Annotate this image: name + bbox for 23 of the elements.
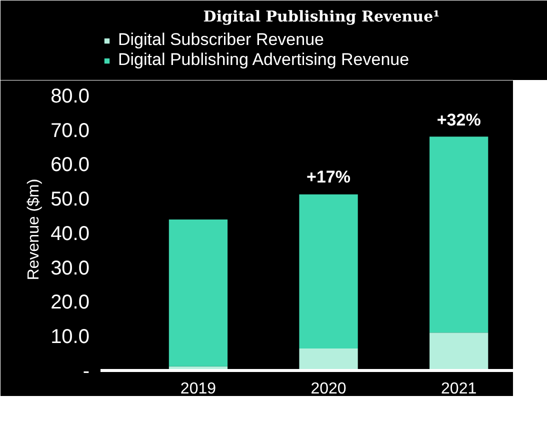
chart-title: Digital Publishing Revenue¹	[203, 8, 440, 26]
x-tick-label: 2021	[441, 380, 477, 398]
bar	[430, 332, 488, 370]
x-tick-label: 2020	[310, 380, 346, 398]
y-tick-label: 80.0	[50, 85, 90, 108]
y-tick-label: 30.0	[50, 257, 90, 280]
bar	[299, 348, 358, 370]
y-tick-label: 20.0	[50, 292, 90, 314]
x-tick-label: 2019	[180, 380, 216, 398]
y-tick-label: -	[82, 360, 90, 382]
y-tick-label: 10.0	[50, 326, 90, 348]
bar	[168, 220, 228, 366]
y-axis-title: Revenue ($m)	[26, 178, 43, 280]
bar	[299, 194, 358, 348]
legend-label: Digital Publishing Advertising Revenue	[118, 50, 410, 70]
annotation: +32%	[436, 110, 481, 130]
y-tick-label: 60.0	[50, 154, 90, 176]
y-tick-label: 40.0	[50, 222, 90, 245]
legend-label: Digital Subscriber Revenue	[118, 30, 324, 50]
y-tick-label: 50.0	[50, 188, 90, 211]
annotation: +17%	[306, 167, 351, 186]
bar	[430, 136, 488, 333]
y-tick-label: 70.0	[50, 120, 90, 142]
